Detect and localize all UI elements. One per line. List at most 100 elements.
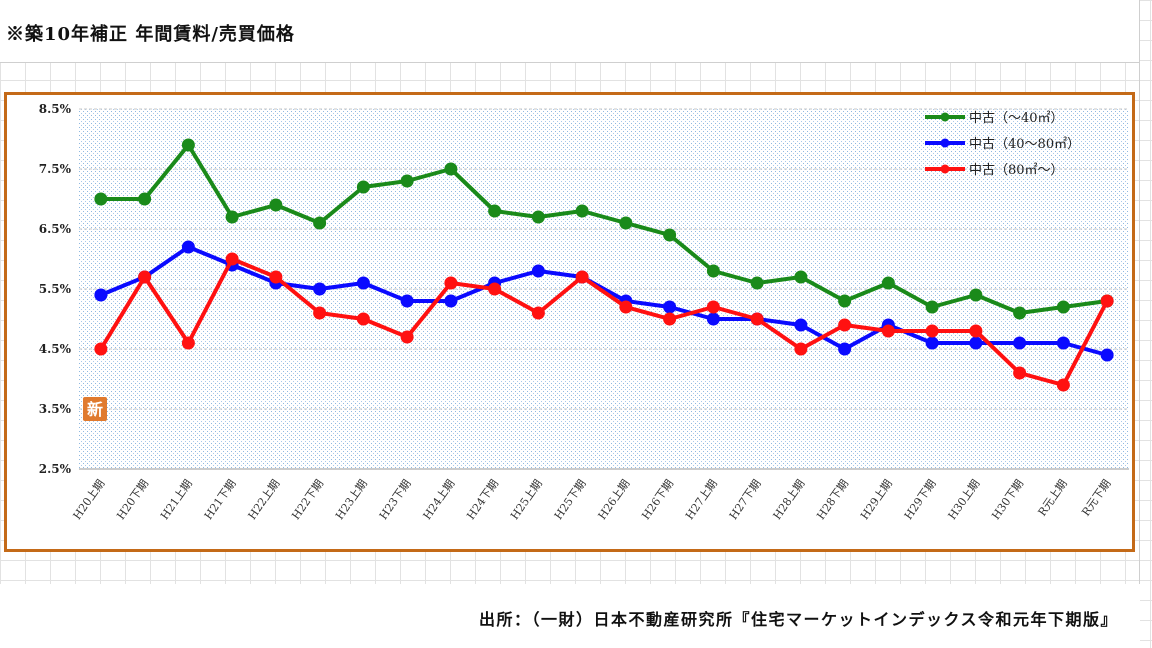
data-point xyxy=(663,312,677,326)
series-2 xyxy=(94,252,1114,392)
data-point xyxy=(838,318,852,332)
legend-label: 中古（80㎡～） xyxy=(969,163,1064,178)
data-point xyxy=(225,252,239,266)
data-point xyxy=(400,330,414,344)
x-tick-label: H26上期 xyxy=(596,477,633,522)
data-point xyxy=(181,336,195,350)
data-point xyxy=(444,162,458,176)
data-point xyxy=(969,336,983,350)
x-tick-label: H30上期 xyxy=(946,477,983,522)
data-point xyxy=(925,336,939,350)
data-point xyxy=(269,198,283,212)
y-tick-label: 5.5% xyxy=(39,282,72,296)
data-point xyxy=(1013,336,1027,350)
series-line xyxy=(100,245,1108,357)
x-tick-label: H29上期 xyxy=(858,477,895,522)
page-title: ※築10年補正 年間賃料/売買価格 xyxy=(6,24,295,45)
chart-frame: 2.5% 3.5% 4.5% 5.5% 6.5% 7.5% 8.5% H20上期 H20下期 H2… xyxy=(4,92,1135,552)
x-tick-label: H28上期 xyxy=(771,477,808,522)
legend-marker xyxy=(940,164,950,174)
x-tick-label: H25上期 xyxy=(508,477,545,522)
series-line xyxy=(100,143,1108,315)
data-point xyxy=(94,288,108,302)
legend-item: 中古（80㎡～） xyxy=(925,163,1064,178)
data-point xyxy=(488,282,502,296)
series-line xyxy=(99,257,1109,387)
x-tick-label: H21上期 xyxy=(158,477,195,522)
data-point xyxy=(619,300,633,314)
data-point xyxy=(313,306,327,320)
data-point xyxy=(706,264,720,278)
legend-marker xyxy=(940,138,950,148)
data-point xyxy=(575,270,589,284)
x-tick-label: R元下期 xyxy=(1079,477,1113,518)
data-point xyxy=(663,300,677,314)
x-tick-label: H23下期 xyxy=(377,477,414,522)
data-point xyxy=(444,276,458,290)
data-point xyxy=(269,270,283,284)
data-point xyxy=(1013,366,1027,380)
data-point xyxy=(356,180,370,194)
y-tick-label: 8.5% xyxy=(39,102,72,116)
column-divider xyxy=(1139,0,1140,648)
data-point xyxy=(1056,336,1070,350)
x-tick-label: H24上期 xyxy=(421,477,458,522)
data-point xyxy=(750,312,764,326)
data-point xyxy=(94,342,108,356)
data-point xyxy=(925,300,939,314)
data-point xyxy=(969,288,983,302)
x-tick-label: H20上期 xyxy=(71,477,108,522)
x-tick-label: H28下期 xyxy=(814,477,851,522)
y-tick-label: 6.5% xyxy=(39,222,72,236)
legend-label: 中古（～40㎡） xyxy=(969,111,1064,126)
title-band: ※築10年補正 年間賃料/売買価格 xyxy=(0,0,1140,63)
x-tick-label: H20下期 xyxy=(114,477,151,522)
y-tick-label: 7.5% xyxy=(39,162,72,176)
y-tick-label: 3.5% xyxy=(39,402,72,416)
data-point xyxy=(575,204,589,218)
data-point xyxy=(1056,300,1070,314)
new-badge xyxy=(83,397,107,421)
x-tick-label: H29下期 xyxy=(902,477,939,522)
x-tick-label: H22下期 xyxy=(289,477,326,522)
data-point xyxy=(706,312,720,326)
data-point xyxy=(1100,348,1114,362)
data-point xyxy=(794,342,808,356)
new-badge-label: 新 xyxy=(87,400,103,419)
data-point xyxy=(400,174,414,188)
data-point xyxy=(531,210,545,224)
data-point xyxy=(1056,378,1070,392)
data-point xyxy=(838,342,852,356)
data-point xyxy=(138,270,152,284)
data-point xyxy=(356,276,370,290)
data-point xyxy=(794,270,808,284)
x-tick-label: H26下期 xyxy=(639,477,676,522)
legend-item: 中古（～40㎡） xyxy=(925,111,1064,126)
x-tick-label: H21下期 xyxy=(202,477,239,522)
data-point xyxy=(181,138,195,152)
data-point xyxy=(969,324,983,338)
data-point xyxy=(531,306,545,320)
data-point xyxy=(1100,294,1114,308)
data-point xyxy=(94,192,108,206)
legend-marker xyxy=(940,112,950,122)
source-band: 出所：（一財）日本不動産研究所『住宅マーケットインデックス令和元年下期版』 xyxy=(0,584,1140,648)
legend-label: 中古（40～80㎡） xyxy=(969,137,1080,152)
data-point xyxy=(619,216,633,230)
x-tick-label: H23上期 xyxy=(333,477,370,522)
y-tick-label: 4.5% xyxy=(39,342,72,356)
legend-item: 中古（40～80㎡） xyxy=(925,137,1080,152)
x-tick-label: H22上期 xyxy=(246,477,283,522)
data-point xyxy=(444,294,458,308)
data-point xyxy=(400,294,414,308)
data-point xyxy=(313,216,327,230)
data-point xyxy=(750,276,764,290)
data-point xyxy=(356,312,370,326)
x-tick-label: R元上期 xyxy=(1035,477,1069,518)
x-tick-label: H24下期 xyxy=(464,477,501,522)
data-point xyxy=(181,240,195,254)
source-note: 出所：（一財）日本不動産研究所『住宅マーケットインデックス令和元年下期版』 xyxy=(478,610,1118,629)
x-tick-label: H27上期 xyxy=(683,477,720,522)
data-point xyxy=(138,192,152,206)
data-point xyxy=(794,318,808,332)
